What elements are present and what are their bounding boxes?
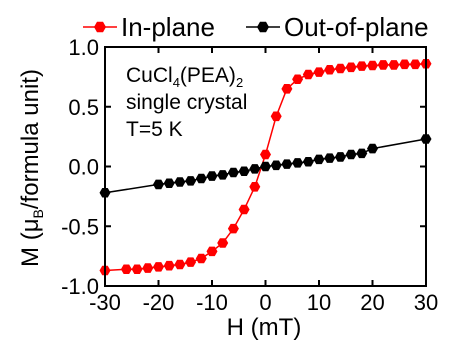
x-tick-label: -20: [143, 290, 175, 315]
data-point: [302, 156, 314, 167]
data-point: [324, 64, 336, 75]
y-tick-label: 0.5: [68, 95, 99, 120]
x-axis-title: H (mT): [227, 314, 302, 341]
data-point: [217, 238, 229, 248]
legend-label: Out-of-plane: [284, 12, 429, 42]
x-tick-label: 10: [307, 290, 331, 315]
data-point: [249, 164, 261, 174]
data-point: [260, 149, 271, 160]
data-point: [217, 170, 229, 180]
series-layer: [99, 58, 432, 276]
y-axis-title: M (μB/formula unit): [17, 69, 46, 267]
data-point: [399, 59, 411, 70]
data-point: [270, 111, 282, 122]
x-tick-label: 30: [414, 290, 438, 315]
data-point: [195, 253, 207, 264]
data-point: [185, 176, 197, 186]
data-point: [377, 60, 389, 70]
data-point: [281, 84, 293, 94]
annotation-formula: CuCl4(PEA)2: [126, 64, 243, 90]
data-point: [185, 257, 197, 267]
legend-label: In-plane: [121, 12, 215, 42]
data-point: [367, 143, 378, 154]
data-point: [334, 63, 346, 74]
data-point: [163, 178, 175, 188]
data-point: [367, 60, 378, 71]
data-point: [292, 158, 304, 168]
data-point: [356, 148, 368, 159]
data-point: [142, 263, 154, 273]
x-tick-label: -30: [89, 290, 121, 315]
data-point: [195, 173, 207, 184]
y-tick-label: -1.0: [61, 274, 99, 299]
data-point: [313, 67, 325, 77]
data-point: [153, 179, 164, 190]
data-point: [345, 62, 357, 73]
axis-ticks: [104, 46, 427, 287]
data-point: [153, 262, 164, 272]
data-point: [324, 153, 336, 163]
data-point: [206, 246, 218, 257]
data-point: [227, 167, 239, 178]
data-point: [163, 260, 175, 271]
data-point: [313, 154, 325, 165]
data-point: [174, 177, 186, 187]
y-tick-labels: -1.0 -0.5 0.0 0.5 1.0: [61, 35, 99, 299]
legend-marker: [257, 21, 269, 33]
data-point: [388, 60, 400, 70]
data-point: [238, 166, 250, 177]
y-tick-label: 1.0: [68, 35, 99, 60]
data-point: [334, 152, 346, 162]
legend: In-plane Out-of-plane: [83, 12, 429, 42]
y-tick-label: -0.5: [61, 214, 99, 239]
x-tick-label: 0: [259, 290, 271, 315]
legend-marker: [94, 21, 106, 33]
data-point: [260, 161, 271, 172]
data-point: [120, 264, 132, 275]
data-point: [249, 182, 261, 192]
x-tick-labels: -30 -20 -10 0 10 20 30: [89, 290, 438, 315]
data-point: [131, 264, 143, 275]
data-point: [409, 59, 421, 70]
data-point: [281, 159, 293, 169]
data-point: [227, 223, 239, 234]
x-tick-label: -10: [196, 290, 228, 315]
x-tick-label: 20: [360, 290, 384, 315]
annotation-sample: single crystal: [126, 91, 247, 114]
data-point: [206, 171, 218, 181]
data-point: [238, 204, 250, 215]
data-point: [292, 74, 304, 85]
data-point: [302, 69, 314, 80]
data-point: [345, 149, 357, 160]
data-point: [356, 61, 368, 71]
data-point: [270, 160, 282, 171]
annotation-temperature: T=5 K: [126, 118, 183, 141]
data-point: [174, 259, 186, 270]
y-tick-label: 0.0: [68, 155, 99, 180]
